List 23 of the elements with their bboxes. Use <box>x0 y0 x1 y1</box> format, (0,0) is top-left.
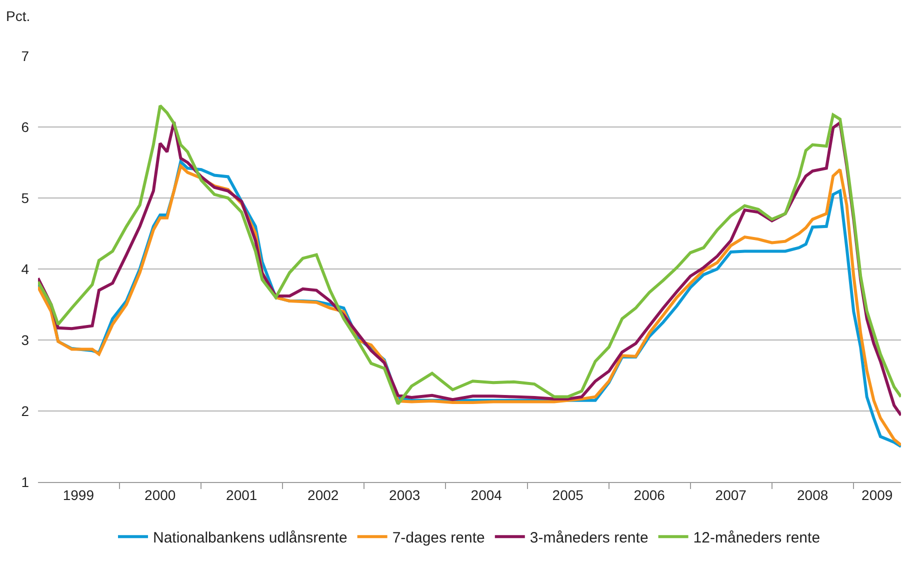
legend-label: 3-måneders rente <box>530 529 648 546</box>
x-tick-label: 2009 <box>862 486 893 503</box>
x-tick-label: 2004 <box>470 486 502 503</box>
y-tick-label: 2 <box>21 402 30 419</box>
x-tick-label: 2005 <box>552 486 584 503</box>
x-tick-label: 2003 <box>389 486 420 503</box>
legend-label: 12-måneders rente <box>693 529 820 546</box>
x-tick-label: 2001 <box>226 486 258 503</box>
y-tick-label: 7 <box>21 48 30 64</box>
x-tick-label: 1999 <box>62 486 94 503</box>
x-tick-label: 2008 <box>797 486 828 503</box>
x-tick-label: 2006 <box>634 486 666 503</box>
x-tick-label: 2007 <box>715 486 747 503</box>
y-tick-label: 3 <box>21 332 30 348</box>
y-tick-label: 1 <box>21 474 30 490</box>
y-tick-label: 5 <box>21 190 30 206</box>
x-tick-label: 2000 <box>144 486 176 503</box>
y-tick-label: 6 <box>21 118 30 135</box>
x-tick-label: 2002 <box>308 486 339 503</box>
legend-label: 7-dages rente <box>392 529 485 546</box>
y-axis-title: Pct. <box>6 8 30 24</box>
legend-label: Nationalbankens udlånsrente <box>153 529 348 546</box>
y-tick-label: 4 <box>21 260 30 277</box>
